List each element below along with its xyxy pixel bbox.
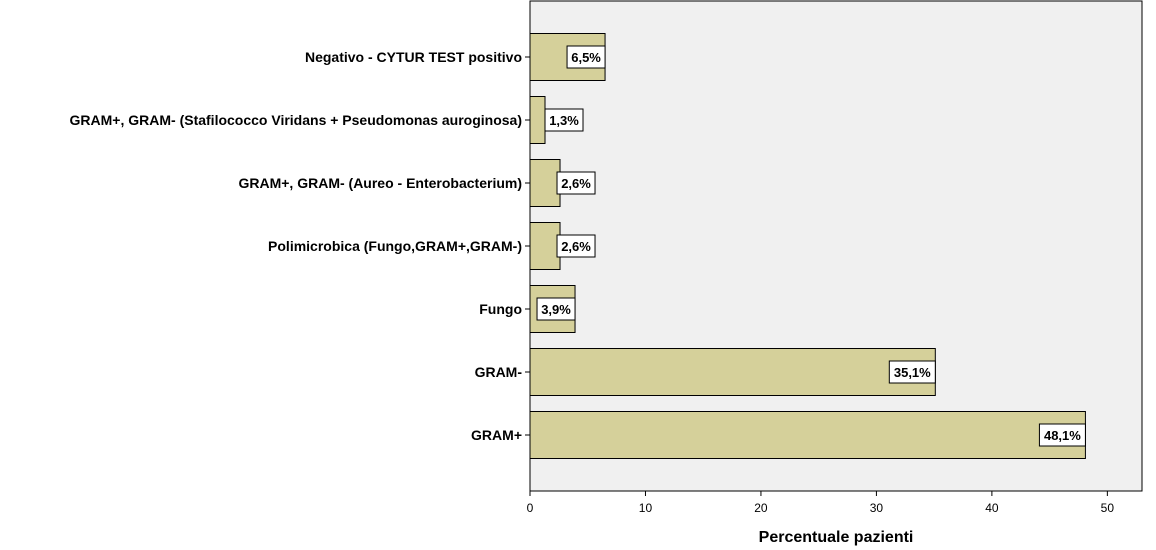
x-tick-label: 30 xyxy=(870,501,884,515)
category-label: GRAM+, GRAM- (Stafilococco Viridans + Ps… xyxy=(70,112,522,128)
x-tick-label: 20 xyxy=(754,501,768,515)
category-label: GRAM+ xyxy=(471,427,522,443)
data-label: 2,6% xyxy=(561,239,591,254)
data-label-box xyxy=(556,171,596,195)
x-tick-label: 40 xyxy=(985,501,999,515)
category-label: GRAM+, GRAM- (Aureo - Enterobacterium) xyxy=(238,175,522,191)
category-label: Negativo - CYTUR TEST positivo xyxy=(305,49,522,65)
bar xyxy=(529,96,546,144)
plot-area xyxy=(529,0,1143,492)
x-tick-label: 50 xyxy=(1101,501,1115,515)
bar xyxy=(529,222,561,270)
category-label: Polimicrobica (Fungo,GRAM+,GRAM-) xyxy=(268,238,522,254)
x-tick-label: 10 xyxy=(639,501,653,515)
data-label: 48,1% xyxy=(1044,428,1081,443)
data-label-box xyxy=(544,108,584,132)
category-label: Fungo xyxy=(479,301,522,317)
data-label-box xyxy=(1038,423,1086,447)
bar xyxy=(529,159,561,207)
x-axis-title: Percentuale pazienti xyxy=(759,529,914,546)
bar xyxy=(529,411,1086,459)
data-label: 2,6% xyxy=(561,176,591,191)
data-label-box xyxy=(536,297,576,321)
data-label: 3,9% xyxy=(541,302,571,317)
x-tick-label: 0 xyxy=(527,501,534,515)
bar xyxy=(529,348,936,396)
data-label-box xyxy=(566,45,606,69)
data-label: 35,1% xyxy=(894,365,931,380)
category-label: GRAM- xyxy=(475,364,523,380)
data-label-box xyxy=(556,234,596,258)
data-label: 1,3% xyxy=(549,113,579,128)
data-label-box xyxy=(888,360,936,384)
data-label: 6,5% xyxy=(571,50,601,65)
